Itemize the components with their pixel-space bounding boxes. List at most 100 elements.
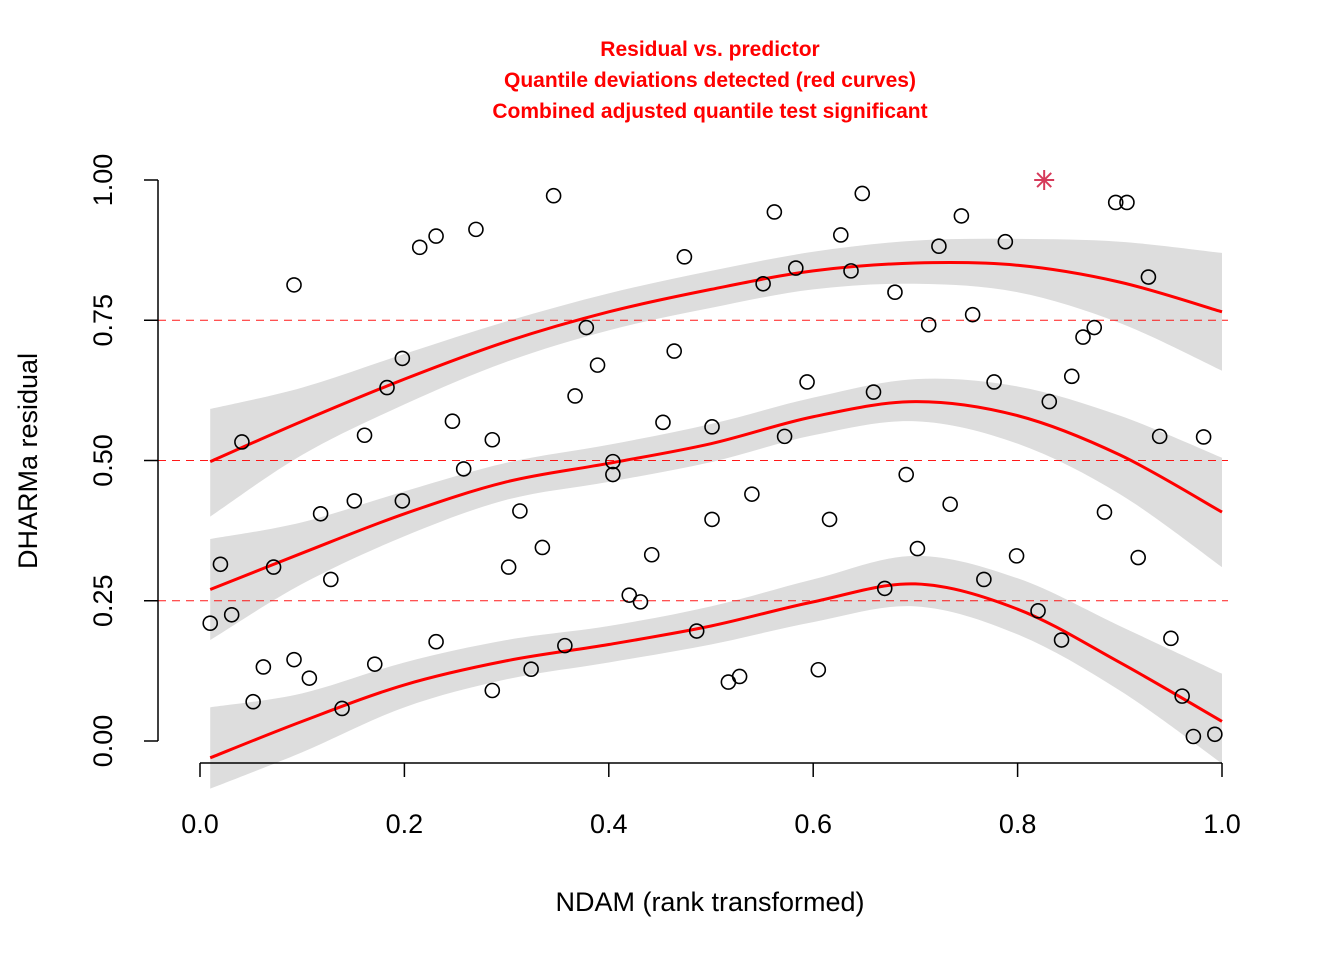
data-point — [1063, 368, 1080, 385]
data-point — [898, 466, 915, 483]
data-point — [1008, 548, 1025, 564]
data-point — [1030, 603, 1046, 619]
data-point — [1096, 504, 1113, 520]
data-point — [1041, 393, 1058, 410]
quantile-curve-q0.25 — [209, 582, 1223, 760]
data-point — [394, 350, 411, 367]
data-point — [997, 233, 1014, 250]
data-point — [854, 185, 871, 202]
data-point — [202, 615, 219, 631]
data-point — [523, 661, 539, 677]
chart-title-line-1: Residual vs. predictor — [600, 38, 819, 61]
y-tick-label: 0.25 — [88, 574, 118, 627]
data-points — [202, 185, 1223, 745]
data-point — [755, 275, 771, 292]
data-point — [255, 659, 272, 675]
data-point — [887, 284, 903, 301]
data-point — [964, 306, 981, 323]
x-tick-label: 0.8 — [999, 809, 1037, 839]
data-point — [1119, 194, 1135, 211]
data-point — [776, 428, 793, 445]
data-point — [1185, 728, 1202, 745]
data-point — [265, 559, 282, 575]
y-tick-label: 0.75 — [88, 294, 118, 347]
data-point — [843, 263, 859, 279]
data-point — [1053, 632, 1070, 648]
x-tick-label: 0.6 — [794, 809, 832, 839]
data-point — [301, 670, 318, 686]
data-point — [557, 637, 573, 654]
data-point — [655, 414, 671, 431]
data-point — [212, 556, 229, 573]
y-axis-ticks: 0.00 0.25 0.50 0.75 1.00 — [88, 154, 158, 767]
data-point — [1140, 269, 1157, 285]
chart-title: Residual vs. predictor Quantile deviatio… — [492, 38, 927, 123]
data-point — [621, 587, 638, 603]
data-point — [788, 260, 804, 276]
data-point — [534, 539, 551, 556]
x-axis-label: NDAM (rank transformed) — [555, 887, 864, 917]
data-point — [334, 700, 350, 717]
confidence-bands — [210, 238, 1223, 789]
data-point — [455, 461, 472, 477]
data-point — [1086, 319, 1103, 336]
data-point — [484, 682, 501, 699]
data-point — [379, 379, 395, 396]
data-point — [942, 496, 958, 513]
data-point — [1195, 429, 1212, 445]
data-point — [865, 384, 882, 400]
x-tick-label: 1.0 — [1203, 809, 1241, 839]
data-point — [366, 656, 383, 672]
data-point — [810, 661, 827, 678]
data-point — [245, 693, 261, 710]
data-point — [1130, 549, 1146, 566]
data-point — [832, 227, 849, 243]
data-point — [484, 431, 501, 448]
data-point — [428, 228, 444, 244]
data-point — [632, 594, 649, 610]
data-point — [1107, 194, 1124, 211]
data-point — [394, 493, 411, 509]
data-point — [512, 503, 528, 519]
data-point — [643, 546, 660, 563]
data-point — [286, 651, 302, 668]
data-point — [876, 580, 893, 597]
data-point — [799, 374, 815, 390]
y-axis-label: DHARMa residual — [13, 353, 43, 569]
data-point — [766, 204, 783, 220]
data-point — [1075, 329, 1091, 345]
data-point — [567, 388, 583, 404]
data-point — [688, 623, 705, 639]
data-point — [931, 238, 947, 254]
data-point — [1207, 726, 1223, 743]
confidence-band-q0.5 — [210, 378, 1223, 641]
data-point — [1174, 688, 1190, 704]
data-point — [676, 249, 693, 265]
chart-title-line-2: Quantile deviations detected (red curves… — [504, 69, 916, 92]
data-point — [312, 505, 329, 522]
data-point — [704, 511, 720, 528]
data-point — [428, 633, 444, 650]
data-point — [589, 357, 606, 373]
data-point — [976, 571, 992, 588]
data-point — [500, 559, 517, 575]
x-tick-label: 0.2 — [386, 809, 424, 839]
data-point — [666, 343, 683, 359]
x-tick-label: 0.4 — [590, 809, 628, 839]
reference-lines — [158, 319, 1228, 602]
data-point — [909, 540, 926, 557]
data-point — [821, 511, 838, 528]
outlier-point — [1034, 170, 1055, 190]
data-point — [704, 419, 720, 435]
data-point — [1151, 428, 1168, 445]
data-point — [605, 453, 621, 470]
outlier-stroke — [1036, 172, 1052, 188]
data-point — [356, 427, 373, 444]
data-point — [346, 493, 363, 509]
data-point — [920, 316, 937, 333]
x-tick-label: 0.0 — [181, 809, 219, 839]
quantile-curves — [209, 260, 1223, 760]
data-point — [286, 277, 302, 293]
data-point — [468, 221, 484, 238]
